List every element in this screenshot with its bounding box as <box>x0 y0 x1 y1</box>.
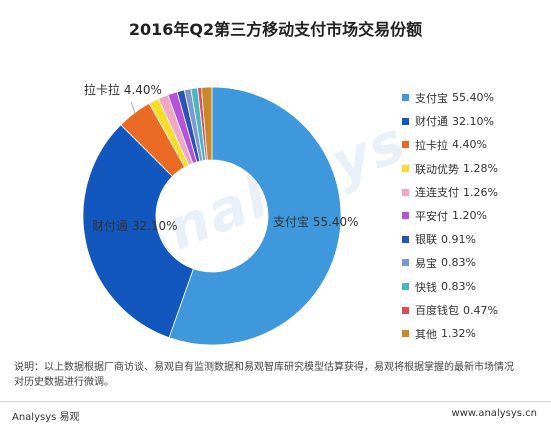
legend-value: 4.40% <box>452 138 487 152</box>
legend-label: 拉卡拉 <box>415 138 448 152</box>
legend-item-0: 支付宝 55.40% <box>402 86 547 110</box>
slice-label-0: 支付宝 55.40% <box>273 215 359 229</box>
legend: 支付宝 55.40% 财付通 32.10% 拉卡拉 4.40% 联动优势 1.28% 连连支付 1… <box>402 86 547 346</box>
legend-item-10: 其他 1.32% <box>402 322 547 346</box>
legend-swatch <box>402 306 409 314</box>
legend-value: 1.28% <box>463 162 498 176</box>
legend-swatch <box>402 259 409 267</box>
legend-swatch <box>402 330 409 338</box>
legend-label: 财付通 <box>415 115 448 129</box>
website-link[interactable]: www.analysys.cn <box>451 408 537 419</box>
legend-swatch <box>402 283 409 291</box>
legend-swatch <box>402 117 409 125</box>
legend-swatch <box>402 212 409 220</box>
slice-labels: 支付宝 55.40% 财付通 32.10% 拉卡拉 4.40% <box>84 82 359 233</box>
legend-value: 55.40% <box>452 91 494 105</box>
legend-item-3: 联动优势 1.28% <box>402 157 547 181</box>
chart-title: 2016年Q2第三方移动支付市场交易份额 <box>128 20 423 39</box>
legend-item-8: 快钱 0.83% <box>402 275 547 299</box>
slice-label-1: 财付通 32.10% <box>92 219 178 233</box>
legend-swatch <box>402 141 409 149</box>
legend-value: 0.47% <box>463 303 498 317</box>
legend-swatch <box>402 165 409 173</box>
legend-swatch <box>402 188 409 196</box>
legend-value: 1.26% <box>463 185 498 199</box>
legend-item-4: 连连支付 1.26% <box>402 180 547 204</box>
legend-label: 支付宝 <box>415 91 448 105</box>
footer-divider <box>0 401 551 402</box>
legend-label: 银联 <box>415 233 437 247</box>
footnote-line-1: 说明：以上数据根据厂商访谈、易观自有监测数据和易观智库研究模型估算获得，易观将根… <box>14 362 514 373</box>
legend-label: 连连支付 <box>415 186 459 200</box>
legend-swatch <box>402 235 409 243</box>
legend-label: 平安付 <box>415 209 448 223</box>
legend-label: 其他 <box>415 327 437 341</box>
legend-item-9: 百度钱包 0.47% <box>402 298 547 322</box>
slice-label-2: 拉卡拉 4.40% <box>84 82 162 97</box>
legend-item-6: 银联 0.91% <box>402 228 547 252</box>
legend-label: 联动优势 <box>415 162 459 176</box>
legend-label: 易宝 <box>415 256 437 270</box>
legend-swatch <box>402 94 409 102</box>
slice-10 <box>200 86 213 161</box>
legend-label: 百度钱包 <box>415 304 459 318</box>
footnote: 说明：以上数据根据厂商访谈、易观自有监测数据和易观智库研究模型估算获得，易观将根… <box>14 360 534 390</box>
brand-logo-text: Analysys 易观 <box>12 412 80 423</box>
legend-value: 32.10% <box>452 114 494 128</box>
legend-label: 快钱 <box>415 280 437 294</box>
legend-value: 1.20% <box>452 209 487 223</box>
legend-item-5: 平安付 1.20% <box>402 204 547 228</box>
legend-item-1: 财付通 32.10% <box>402 110 547 134</box>
legend-value: 0.91% <box>441 232 476 246</box>
legend-value: 0.83% <box>441 280 476 294</box>
donut-slices <box>82 86 342 346</box>
leader-line <box>131 102 136 115</box>
legend-item-7: 易宝 0.83% <box>402 251 547 275</box>
legend-value: 1.32% <box>441 327 476 341</box>
legend-item-2: 拉卡拉 4.40% <box>402 133 547 157</box>
footnote-line-2: 对历史数据进行微调。 <box>14 377 114 388</box>
slice-1 <box>82 124 194 339</box>
legend-value: 0.83% <box>441 256 476 270</box>
